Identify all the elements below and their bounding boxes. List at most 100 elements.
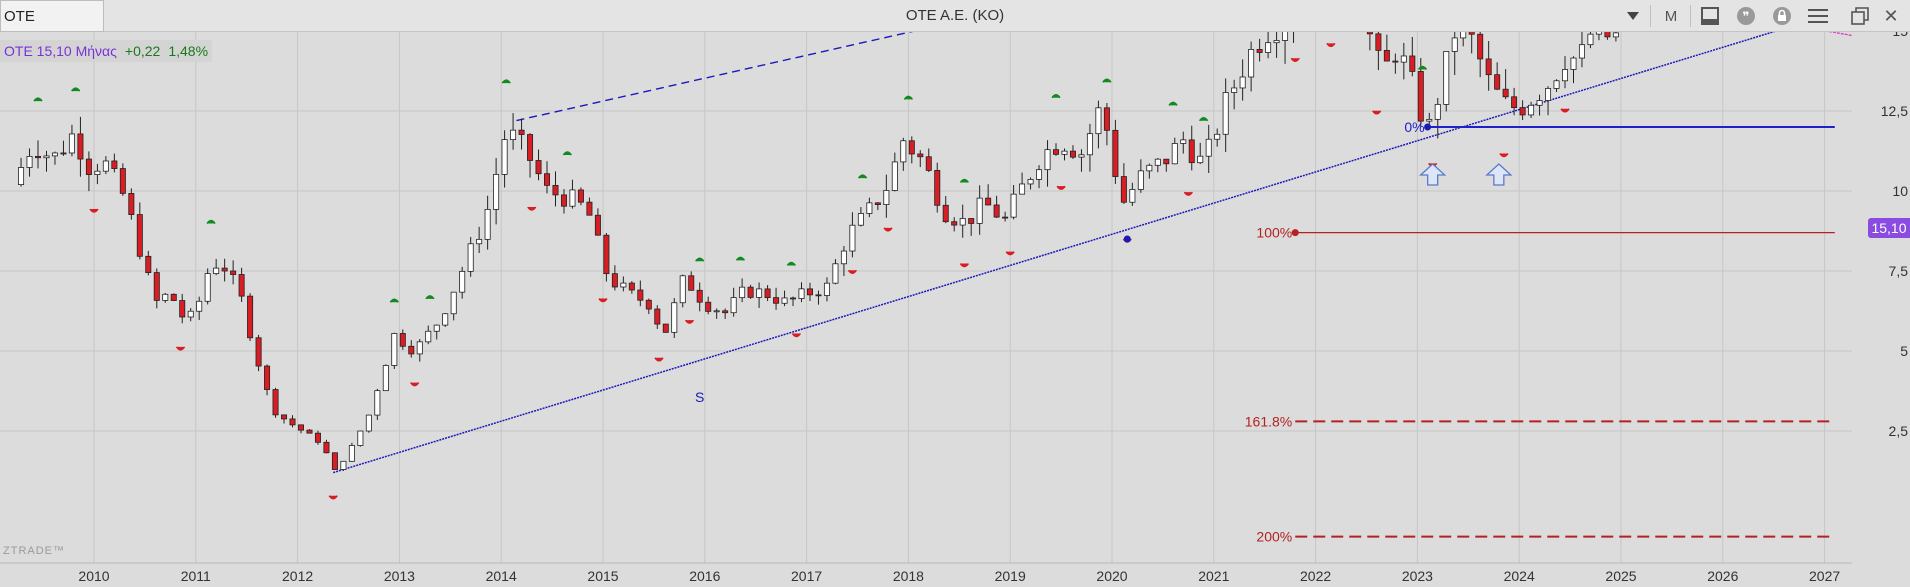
pivot-high-marker [33, 97, 43, 102]
y-tick-label: 12,5 [1881, 103, 1908, 119]
candle-up [476, 238, 483, 245]
candle-up [1044, 149, 1051, 171]
candle-down [128, 193, 135, 216]
candle-up [416, 341, 423, 355]
symbol-input[interactable]: OTE [0, 0, 104, 32]
pivot-high-marker [71, 87, 81, 92]
x-tick-label: 2018 [893, 568, 924, 584]
candle-up [1180, 139, 1187, 144]
candle-down [603, 234, 610, 275]
x-tick-label: 2011 [181, 568, 211, 584]
candle-up [18, 167, 25, 186]
candle-up [1553, 80, 1560, 89]
candle-up [484, 209, 491, 240]
candle-up [1078, 154, 1085, 158]
pivot-low-marker [791, 333, 802, 338]
pivot-high-marker [695, 257, 705, 262]
lock-icon[interactable] [1770, 4, 1794, 28]
price-chart[interactable]: 2,557,51012,51517,52022,5201020112012201… [0, 32, 1910, 587]
pivot-high-marker [1417, 65, 1428, 70]
pivot-high-marker [1051, 93, 1061, 99]
menu-icon[interactable] [1806, 4, 1830, 28]
candle-down [1112, 129, 1119, 177]
pivot-low-marker [1183, 191, 1193, 196]
candle-up [1154, 158, 1161, 166]
quote-name-price: OTE 15,10 Μήνας [4, 43, 117, 59]
candle-up [1095, 107, 1102, 135]
candle-up [348, 445, 355, 462]
candle-up [459, 270, 466, 293]
dropdown-icon[interactable] [1622, 4, 1644, 28]
candle-up [43, 155, 50, 159]
quote-icon[interactable]: ❞ [1734, 4, 1758, 28]
candle-down [1409, 55, 1416, 72]
pivot-high-marker [857, 174, 868, 179]
candle-down [111, 160, 118, 169]
candle-up [382, 365, 389, 392]
candle-up [1036, 169, 1043, 180]
candle-up [391, 333, 398, 366]
candle-up [1265, 42, 1272, 53]
candle-up [840, 250, 847, 265]
candle-down [1485, 58, 1492, 76]
period-button[interactable]: M [1664, 7, 1678, 25]
x-tick-label: 2022 [1300, 568, 1331, 584]
candle-down [179, 300, 186, 318]
candle-down [586, 201, 593, 216]
candle-down [535, 160, 542, 175]
candle-down [1477, 33, 1484, 60]
candle-down [560, 194, 567, 207]
candle-down [1120, 176, 1127, 203]
candle-up [1137, 170, 1144, 190]
candle-up [51, 152, 58, 157]
candle-up [450, 291, 457, 315]
pivot-high-marker [206, 219, 216, 224]
pivot-low-marker [1560, 108, 1570, 113]
quote-bar: OTE 15,10 Μήνας +0,22 1,48% [0, 40, 213, 62]
candle-up [1570, 57, 1577, 70]
candle-down [1256, 49, 1263, 53]
s-label: S [695, 389, 704, 405]
candle-up [213, 267, 220, 274]
x-tick-label: 2021 [1198, 568, 1229, 584]
candle-down [552, 184, 559, 196]
restore-icon[interactable] [1848, 4, 1872, 28]
candle-up [1562, 69, 1569, 82]
candle-up [1273, 40, 1280, 44]
x-tick-label: 2014 [486, 568, 517, 584]
candle-down [934, 170, 941, 206]
candle-down [611, 273, 618, 288]
candle-up [823, 282, 830, 296]
candle-up [1282, 32, 1289, 41]
candle-down [153, 272, 160, 301]
window-titlebar: OTE OTE A.E. (KO) M ❞ ✕ [0, 0, 1910, 32]
pivot-low-marker [1290, 57, 1300, 62]
candle-up [1578, 44, 1585, 59]
candle-down [1163, 158, 1170, 165]
up-arrow-marker [1418, 163, 1447, 186]
candle-up [891, 161, 898, 191]
candle-down [289, 418, 296, 426]
candle-up [1129, 189, 1136, 203]
candle-up [756, 288, 763, 298]
close-icon[interactable]: ✕ [1883, 5, 1899, 26]
svg-text:❞: ❞ [1743, 10, 1750, 25]
candle-down [408, 345, 415, 355]
quote-change: +0,22 [124, 43, 161, 59]
candle-down [1604, 32, 1611, 38]
candle-up [959, 218, 966, 226]
candle-up [976, 197, 983, 224]
candle-up [510, 129, 517, 141]
fib-red-label: 200% [1256, 529, 1292, 545]
candle-down [145, 255, 152, 273]
candle-down [264, 365, 271, 390]
candle-down [136, 214, 143, 257]
candle-up [1536, 100, 1543, 106]
candle-down [942, 204, 949, 223]
candles [18, 32, 1619, 471]
candle-up [501, 139, 508, 175]
x-tick-label: 2020 [1096, 568, 1127, 584]
layout-icon[interactable] [1698, 4, 1722, 28]
candle-up [883, 190, 890, 205]
candle-down [1002, 216, 1009, 219]
